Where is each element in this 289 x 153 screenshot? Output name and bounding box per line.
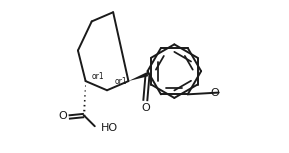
Text: O: O: [210, 88, 219, 98]
Text: or1: or1: [114, 77, 127, 86]
Text: O: O: [141, 103, 150, 113]
Polygon shape: [128, 72, 148, 81]
Text: or1: or1: [92, 72, 104, 81]
Text: O: O: [59, 110, 68, 121]
Text: HO: HO: [101, 123, 118, 133]
